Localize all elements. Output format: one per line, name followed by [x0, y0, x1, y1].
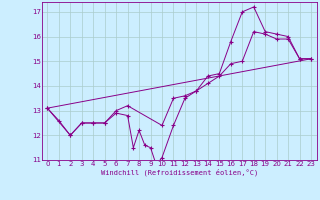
X-axis label: Windchill (Refroidissement éolien,°C): Windchill (Refroidissement éolien,°C)	[100, 168, 258, 176]
